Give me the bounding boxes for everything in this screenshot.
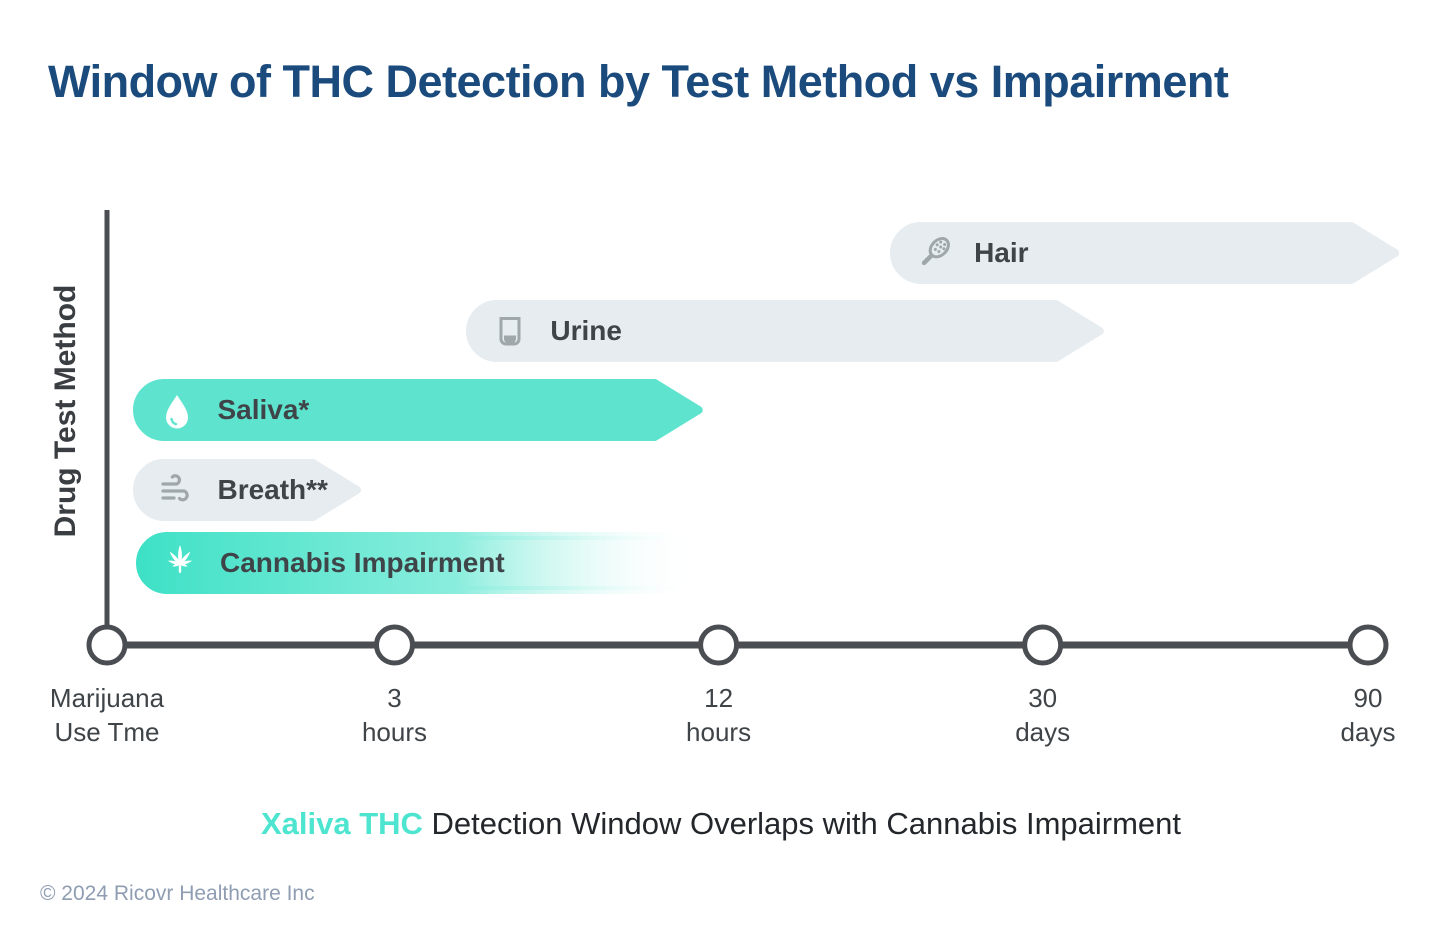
axis-tick-marker (374, 624, 416, 666)
hairbrush-icon (914, 233, 954, 273)
x-tick-label-2: 12 hours (686, 683, 752, 747)
bar-label: Saliva* (217, 394, 310, 425)
bar-hair: Hair (890, 222, 1403, 284)
bar-shape (466, 300, 1105, 362)
subtitle-highlight: Xaliva THC (260, 806, 423, 841)
bar-label: Hair (974, 237, 1029, 268)
bar-cannabis-impairment: Cannabis Impairment (136, 532, 725, 594)
subtitle: Xaliva THC Detection Window Overlaps wit… (0, 806, 1442, 842)
bar-label: Cannabis Impairment (220, 547, 505, 578)
axis-tick-marker (86, 624, 128, 666)
subtitle-rest: Detection Window Overlaps with Cannabis … (422, 806, 1182, 841)
breath-icon (157, 470, 197, 510)
bar-shape (890, 222, 1400, 284)
chart-title: Window of THC Detection by Test Method v… (48, 56, 1229, 107)
bar-urine: Urine (466, 300, 1108, 362)
cup-icon (490, 311, 530, 351)
x-tick-label-4: 90 days (1340, 683, 1396, 747)
x-tick-label-1: 3 hours (361, 683, 428, 747)
bar-shape (133, 459, 362, 521)
cannabis-leaf-icon (160, 543, 200, 583)
x-tick-label-3: 30 days (1015, 683, 1071, 747)
bar-saliva: Saliva* (133, 379, 707, 441)
droplet-icon (157, 390, 197, 430)
x-tick-label-0: Marijuana Use Tme (49, 683, 165, 747)
axis-tick-marker (1022, 624, 1064, 666)
axis-tick-marker (698, 624, 740, 666)
bar-shape (133, 379, 704, 441)
bar-shape (136, 532, 721, 594)
axis-tick-marker (1347, 624, 1389, 666)
copyright: © 2024 Ricovr Healthcare Inc (40, 882, 315, 905)
bar-label: Breath** (217, 474, 328, 505)
y-axis-label: Drug Test Method (49, 284, 82, 538)
bar-breath: Breath** (133, 459, 365, 521)
bar-label: Urine (550, 315, 622, 346)
